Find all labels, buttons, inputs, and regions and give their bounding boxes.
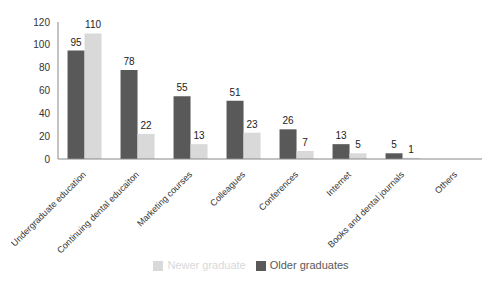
svg-text:95: 95 bbox=[70, 37, 82, 48]
svg-text:7: 7 bbox=[302, 137, 308, 148]
svg-text:100: 100 bbox=[33, 39, 50, 50]
html-text:Older graduates: Older graduates bbox=[269, 259, 349, 271]
svg-text:5: 5 bbox=[355, 139, 361, 150]
html-text:Newer graduate: Newer graduate bbox=[167, 259, 246, 271]
svg-text:40: 40 bbox=[39, 108, 51, 119]
svg-text:51: 51 bbox=[229, 87, 241, 98]
svg-text:78: 78 bbox=[123, 56, 135, 67]
svg-text:120: 120 bbox=[33, 17, 50, 28]
svg-text:23: 23 bbox=[246, 119, 258, 130]
svg-text:Internet: Internet bbox=[324, 169, 353, 198]
svg-text:13: 13 bbox=[335, 130, 347, 141]
svg-text:55: 55 bbox=[176, 82, 188, 93]
svg-text:Conferences: Conferences bbox=[257, 169, 301, 213]
svg-text:Continuing dental educaiton: Continuing dental educaiton bbox=[55, 169, 141, 255]
svg-text:80: 80 bbox=[39, 62, 51, 73]
svg-text:Undergraduate education: Undergraduate education bbox=[9, 169, 88, 249]
svg-text:20: 20 bbox=[39, 131, 51, 142]
svg-text:1: 1 bbox=[408, 144, 414, 155]
svg-text:60: 60 bbox=[39, 85, 51, 96]
svg-text:Others: Others bbox=[433, 169, 460, 196]
svg-text:22: 22 bbox=[140, 120, 152, 131]
svg-text:5: 5 bbox=[391, 139, 397, 150]
svg-text:13: 13 bbox=[193, 130, 205, 141]
svg-text:26: 26 bbox=[282, 115, 294, 126]
svg-text:Colleagues: Colleagues bbox=[208, 169, 247, 208]
svg-text:110: 110 bbox=[85, 19, 101, 30]
svg-text:0: 0 bbox=[44, 154, 50, 165]
svg-text:Books and dental journals: Books and dental journals bbox=[326, 169, 407, 250]
svg-text:Marketing courses: Marketing courses bbox=[135, 169, 194, 228]
